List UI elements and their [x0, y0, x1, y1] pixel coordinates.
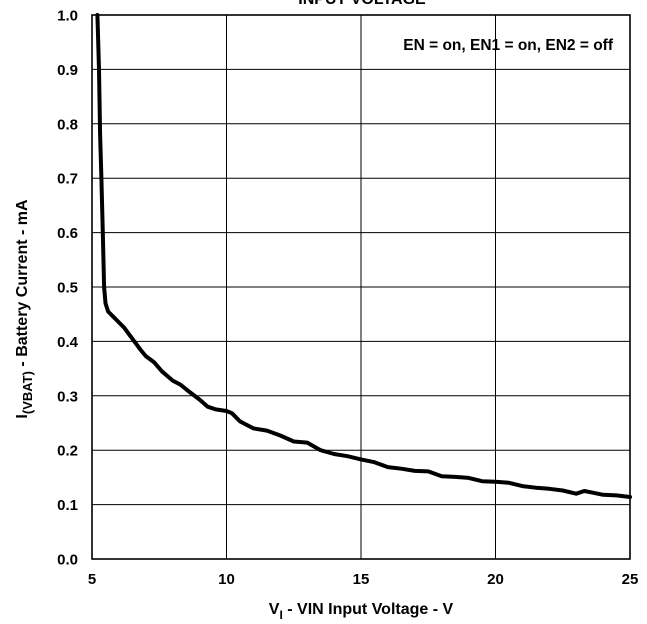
- plot-frame: [91, 14, 631, 560]
- y-tick-label: 0.3: [57, 388, 78, 405]
- y-axis-title-sub: (VBAT): [20, 371, 35, 414]
- y-axis-title-rest: - Battery Current - mA: [14, 199, 31, 371]
- y-tick-label: 0.9: [57, 62, 78, 79]
- y-tick-label: 0.1: [57, 497, 78, 514]
- x-tick-label: 25: [622, 571, 639, 588]
- x-tick-label: 5: [88, 571, 96, 588]
- y-axis-title-main: I: [14, 414, 31, 418]
- annotation-conditions: EN = on, EN1 = on, EN2 = off: [403, 37, 614, 54]
- y-tick-label: 0.7: [57, 171, 78, 188]
- x-axis-title-main: V: [269, 601, 280, 618]
- x-tick-label: 10: [218, 571, 235, 588]
- y-tick-label: 0.5: [57, 280, 78, 297]
- series-line: [95, 13, 632, 499]
- y-axis-title: I(VBAT) - Battery Current - mA: [14, 199, 35, 419]
- x-axis-title-sub: I: [279, 608, 282, 622]
- x-tick-label: 20: [487, 571, 504, 588]
- y-tick-label: 1.0: [57, 8, 78, 25]
- y-tick-labels: 0.0 0.1 0.2 0.3 0.4 0.5 0.6 0.7 0.8 0.9 1.0: [57, 8, 79, 569]
- y-tick-label: 0.4: [57, 334, 79, 351]
- x-axis-title-rest: - VIN Input Voltage - V: [283, 601, 454, 618]
- y-tick-label: 0.2: [57, 443, 78, 460]
- y-tick-label: 0.6: [57, 225, 78, 242]
- x-tick-label: 15: [353, 571, 370, 588]
- y-tick-label: 0.8: [57, 116, 78, 133]
- x-tick-labels: 5 10 15 20 25: [88, 571, 639, 588]
- chart-title: INPUT VOLTAGE: [298, 0, 426, 8]
- x-axis-title: VI - VIN Input Voltage - V: [269, 601, 454, 622]
- y-tick-label: 0.0: [57, 552, 78, 569]
